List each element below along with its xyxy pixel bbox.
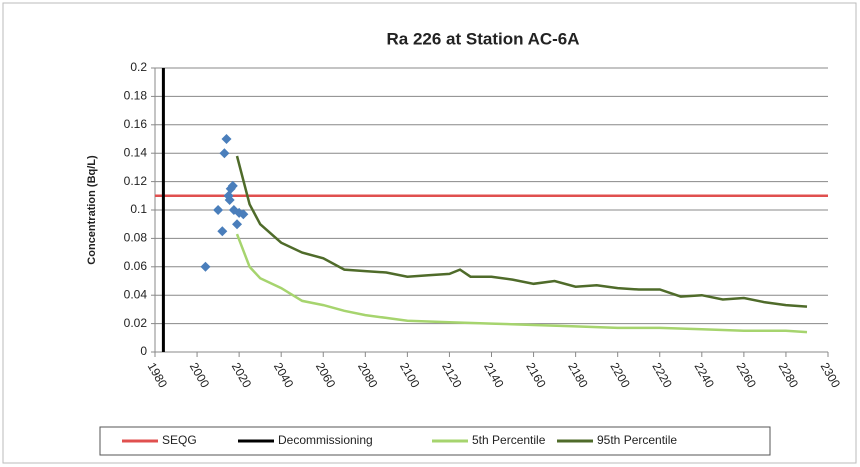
data-point [221,134,232,144]
y-tick-label: 0.18 [124,89,148,103]
y-tick-label: 0.04 [124,287,148,301]
data-point [213,205,224,215]
legend-label: 5th Percentile [472,433,546,447]
legend-label: 95th Percentile [597,433,677,447]
y-tick-label: 0.02 [124,316,148,330]
y-tick-label: 0.06 [124,259,148,273]
data-point [227,180,238,191]
legend-label: Decommissioning [278,433,373,447]
y-tick-label: 0 [140,344,147,358]
data-point [200,261,211,272]
chart-title: Ra 226 at Station AC-6A [386,29,579,48]
data-point [219,148,230,159]
series-line [235,233,808,334]
y-tick-label: 0.16 [124,117,148,131]
data-point [224,195,235,206]
y-tick-label: 0.2 [130,60,147,74]
data-point [238,209,249,220]
y-tick-label: 0.08 [124,231,148,245]
y-tick-label: 0.12 [124,174,148,188]
y-tick-label: 0.1 [130,202,147,216]
y-tick-label: 0.14 [124,145,148,159]
data-point [232,219,243,230]
legend-label: SEQG [162,433,197,447]
series-line [235,155,808,308]
data-point [217,226,228,237]
y-axis-label: Concentration (Bq/L) [86,155,98,265]
